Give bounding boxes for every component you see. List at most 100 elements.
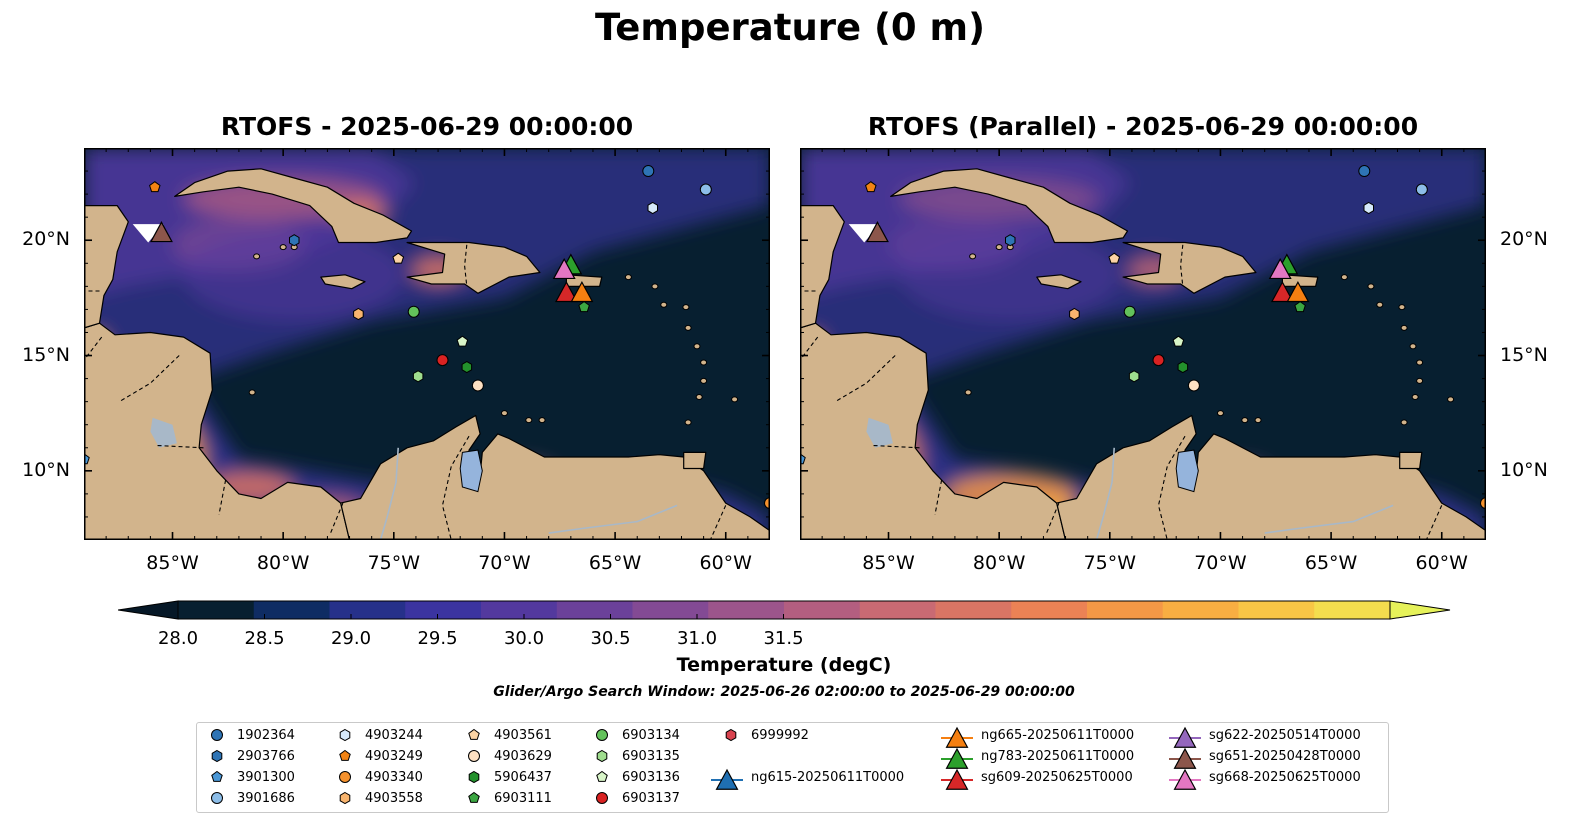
argo-marker-4903244 (647, 201, 658, 215)
argo-marker-4903629 (1187, 379, 1200, 392)
map-frame (800, 148, 1486, 540)
map-rtofs (84, 148, 770, 540)
legend-label: 4903249 (365, 749, 423, 764)
glider-marker-sg651-20250428T0000 (149, 221, 173, 243)
legend-marker (941, 768, 973, 790)
glider-track-ng615 (848, 224, 880, 243)
legend-argo-marker (339, 791, 351, 805)
legend-argo-marker (211, 792, 223, 804)
legend-label: 6903111 (494, 791, 552, 806)
x-tick-label: 85°W (146, 552, 199, 574)
colorbar-tick-label: 28.5 (244, 628, 285, 649)
glider-marker-sg609-20250625T0000 (1270, 281, 1294, 303)
colorbar-segment (253, 601, 331, 619)
legend-marker (339, 728, 351, 742)
legend: 1902364 2903766 3901300 3901686 4903244 49032… (196, 722, 1389, 813)
legend-glider-marker (1173, 726, 1197, 748)
river-magdalena (379, 447, 399, 540)
glider-track-ng615 (132, 224, 164, 243)
legend-label: 6903136 (622, 770, 680, 785)
argo-marker-3901686 (699, 183, 712, 196)
y-tick-label-left: 15°N (22, 343, 70, 366)
argo-marker-4903558 (1069, 307, 1080, 321)
colorbar-segment (1087, 601, 1164, 619)
x-tick-label: 85°W (862, 552, 915, 574)
legend-marker (596, 729, 608, 741)
legend-label: ng783-20250611T0000 (981, 749, 1135, 764)
y-tick-label-right: 20°N (1500, 228, 1548, 251)
legend-marker (339, 749, 351, 761)
colorbar-segment (1238, 601, 1315, 619)
colorbar-segment (329, 601, 406, 619)
legend-label: 1902364 (237, 728, 295, 743)
x-tick-label: 70°W (478, 552, 531, 574)
colorbar-segment (1314, 601, 1391, 619)
lake-maracaibo (459, 449, 483, 493)
legend-argo-marker (339, 771, 351, 783)
x-tick-label: 65°W (1304, 552, 1358, 574)
argo-marker-4903249 (865, 181, 877, 193)
river-magdalena (1095, 447, 1115, 540)
legend-argo-marker (596, 749, 608, 763)
search-window-note: Glider/Argo Search Window: 2025-06-26 02… (493, 684, 1075, 700)
legend-label: sg668-20250625T0000 (1209, 770, 1361, 785)
legend-label: 6999992 (751, 728, 809, 743)
temperature-colorbar (118, 600, 1451, 620)
argo-marker-4903561 (1108, 252, 1121, 264)
legend-label: 2903766 (237, 749, 295, 764)
legend-label: sg609-20250625T0000 (981, 770, 1133, 785)
y-tick-label-left: 10°N (22, 458, 70, 481)
argo-markers (84, 165, 770, 510)
legend-argo-marker (596, 792, 608, 804)
legend-glider-marker (945, 726, 969, 748)
lake-maracaibo (1175, 449, 1199, 493)
map-frame (84, 148, 770, 540)
legend-marker (468, 770, 480, 784)
colorbar-under (118, 600, 179, 620)
legend-marker (596, 792, 608, 804)
colorbar-segment (784, 601, 861, 619)
x-tick-label: 75°W (1083, 552, 1137, 574)
legend-marker (211, 749, 223, 763)
glider-markers (132, 221, 594, 303)
glider-marker-sg668-20250625T0000 (1268, 257, 1292, 280)
argo-marker-4903249 (149, 181, 161, 193)
legend-label: 4903561 (494, 728, 552, 743)
legend-label: 3901686 (237, 791, 295, 806)
legend-argo-marker (468, 791, 480, 803)
land (84, 168, 770, 540)
argo-marker-6903136 (456, 335, 469, 347)
argo-marker-6903137 (436, 354, 449, 367)
x-tick-label: 75°W (367, 552, 421, 574)
argo-marker-6903137 (1152, 354, 1165, 367)
legend-label: 4903340 (365, 770, 423, 785)
colorbar-label: Temperature (degC) (676, 654, 892, 676)
argo-markers (800, 165, 1486, 510)
x-tick-label: 80°W (256, 552, 310, 574)
lake-nicaragua (150, 417, 177, 448)
legend-glider-marker (945, 747, 969, 769)
argo-marker-6903111 (578, 300, 590, 313)
legend-label: 6903134 (622, 728, 680, 743)
legend-glider-marker (1173, 747, 1197, 769)
colorbar-tick-label: 30.0 (503, 628, 545, 649)
x-tick-label: 70°W (1194, 552, 1247, 574)
colorbar-segment (1162, 601, 1240, 619)
legend-label: 4903244 (365, 728, 423, 743)
argo-marker-3901686 (1415, 183, 1428, 196)
argo-marker-6903135 (1128, 370, 1140, 383)
glider-marker-sg668-20250625T0000 (552, 257, 576, 280)
legend-argo-marker (339, 728, 351, 742)
legend-marker (211, 792, 223, 804)
colorbar-tick-label: 29.5 (417, 628, 458, 649)
argo-marker-2903766 (1005, 234, 1016, 247)
river-orinoco (548, 504, 678, 534)
glider-marker-sg609-20250625T0000 (554, 281, 578, 303)
colorbar-segment (935, 601, 1012, 619)
argo-marker-4903244 (1363, 201, 1374, 215)
x-tick-label: 80°W (972, 552, 1026, 574)
x-tick-label: 60°W (1415, 552, 1468, 574)
legend-marker (1169, 768, 1201, 790)
argo-marker-1902364 (1358, 165, 1371, 178)
argo-marker-6903136 (1172, 335, 1185, 347)
